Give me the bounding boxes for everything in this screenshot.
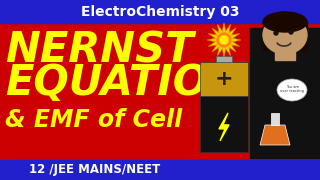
Bar [250,28,320,158]
Text: You are
over reacting: You are over reacting [280,85,304,93]
Ellipse shape [277,79,307,101]
Text: 12 /JEE MAINS/NEET: 12 /JEE MAINS/NEET [29,163,161,177]
Bar [263,22,307,50]
Text: EQUATION: EQUATION [5,62,243,104]
Circle shape [289,30,293,34]
Text: & EMF of Cell: & EMF of Cell [5,108,182,132]
Bar [200,96,248,152]
Circle shape [217,33,231,47]
Text: ElectroChemistry 03: ElectroChemistry 03 [81,5,239,19]
Circle shape [220,36,228,44]
Bar [216,56,232,62]
Polygon shape [219,113,229,141]
Bar [275,48,295,60]
Polygon shape [207,23,241,57]
Circle shape [274,31,278,35]
Text: +: + [215,69,233,89]
Ellipse shape [263,16,307,54]
Bar [200,62,248,96]
Bar [0,160,320,180]
Polygon shape [260,125,290,145]
Ellipse shape [263,12,307,32]
Bar [0,0,320,23]
Text: NERNST: NERNST [5,29,194,71]
Bar [271,113,279,125]
